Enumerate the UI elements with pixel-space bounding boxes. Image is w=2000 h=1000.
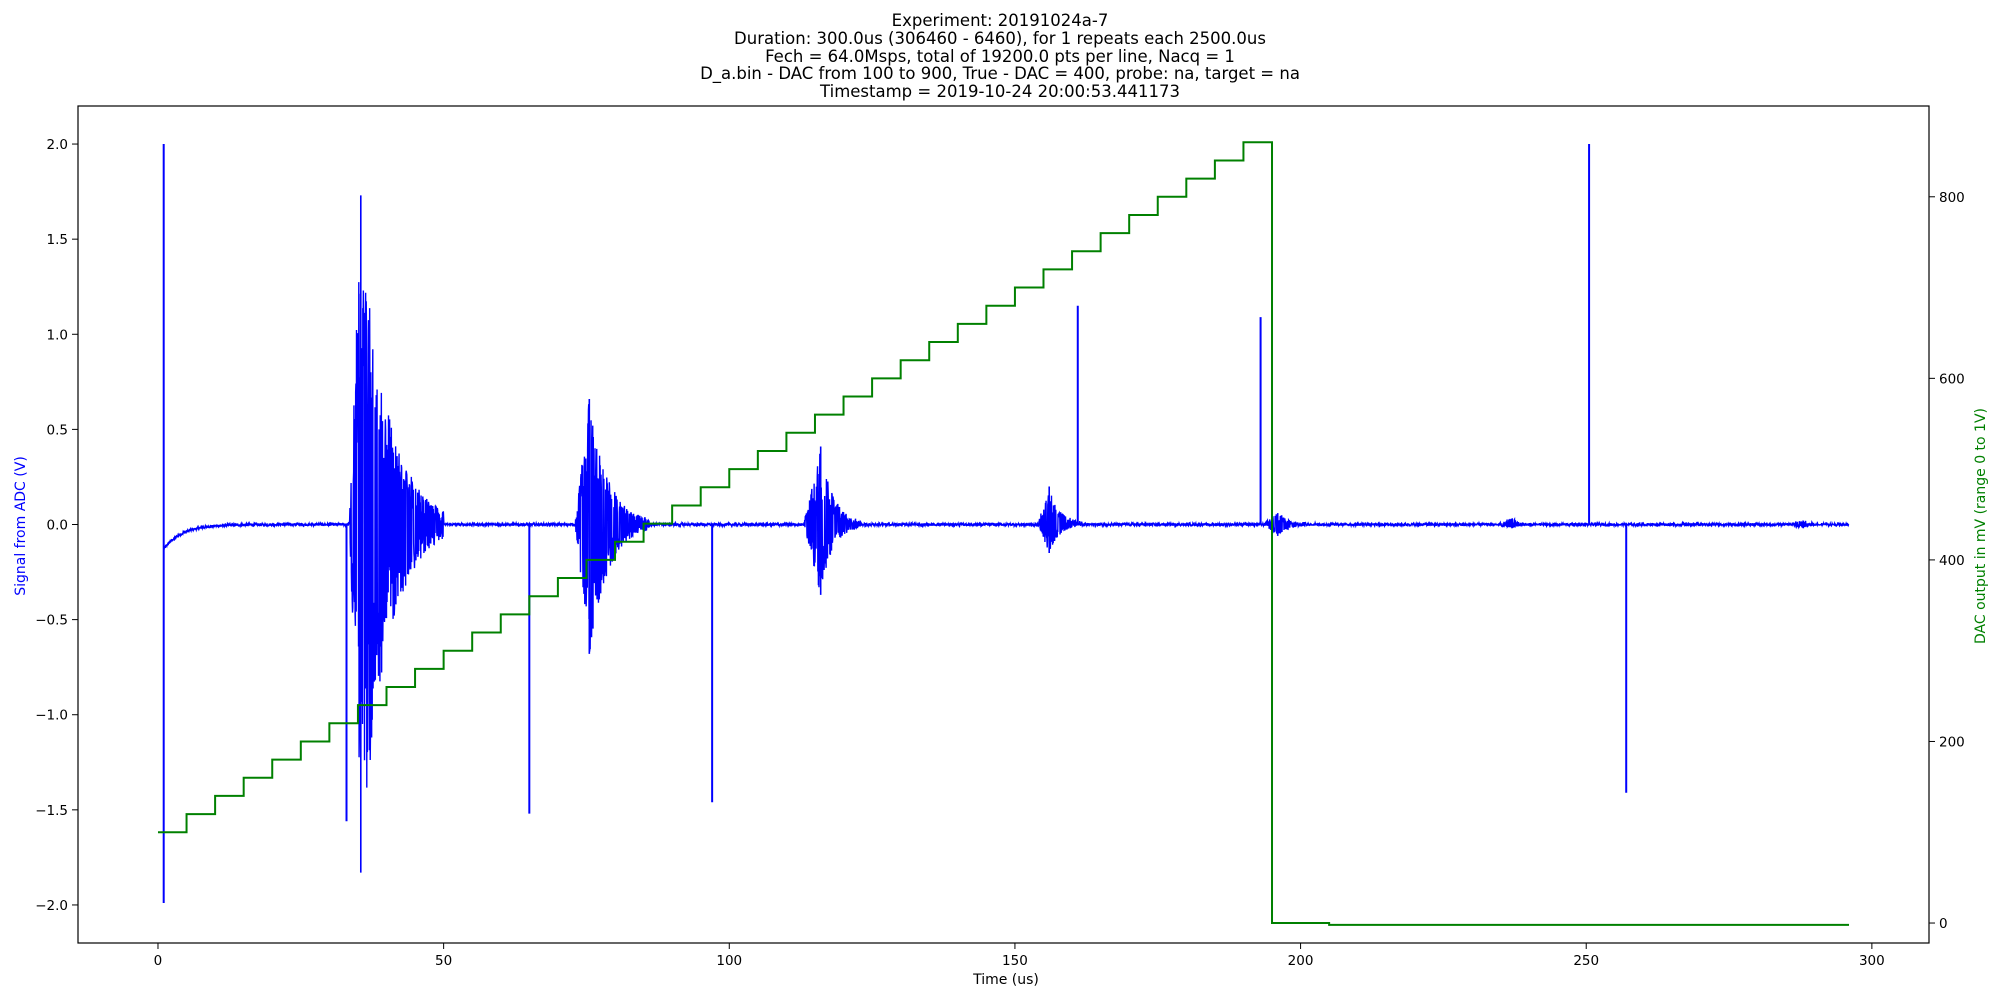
y-tick-label-left-8: 2.0	[47, 137, 68, 153]
title-line-3: Fech = 64.0Msps, total of 19200.0 pts pe…	[765, 47, 1235, 66]
chart-title: Experiment: 20191024a-7 Duration: 300.0u…	[700, 11, 1300, 101]
x-tick-label-3: 150	[1002, 953, 1028, 969]
y-tick-label-right-2: 400	[1939, 553, 1965, 569]
y-tick-label-left-2: −1.0	[35, 708, 68, 724]
y-tick-label-left-1: −1.5	[35, 803, 68, 819]
x-tick-label-5: 250	[1573, 953, 1599, 969]
plot-area	[157, 141, 1850, 926]
x-tick-label-4: 200	[1288, 953, 1314, 969]
axes: 0 50 100 150 200 250 300 −2.0 −1.5 −1.0 −0.5 0.0 0.5…	[35, 105, 1965, 969]
x-tick-label-1: 50	[435, 953, 452, 969]
adc-signal-line	[163, 282, 1850, 788]
y-tick-label-left-4: 0.0	[47, 518, 68, 534]
x-axis-label: Time (us)	[972, 972, 1039, 988]
title-line-4: D_a.bin - DAC from 100 to 900, True - DA…	[700, 64, 1300, 84]
x-tick-label-2: 100	[716, 953, 742, 969]
y-tick-label-left-7: 1.5	[47, 232, 68, 248]
y-tick-label-right-4: 800	[1939, 190, 1965, 206]
title-line-5: Timestamp = 2019-10-24 20:00:53.441173	[819, 82, 1180, 101]
y-tick-label-left-6: 1.0	[47, 327, 68, 343]
y-axis-label-left: Signal from ADC (V)	[13, 456, 29, 596]
x-tick-label-0: 0	[154, 953, 163, 969]
y-tick-label-right-0: 0	[1939, 916, 1948, 932]
plot-content	[157, 141, 1850, 926]
y-tick-label-right-1: 200	[1939, 734, 1965, 750]
y-axis-label-right: DAC output in mV (range 0 to 1V)	[1973, 408, 1989, 644]
dac-output-line	[157, 141, 1850, 926]
y-tick-label-left-3: −0.5	[35, 613, 68, 629]
title-line-2: Duration: 300.0us (306460 - 6460), for 1…	[734, 29, 1266, 48]
y-tick-label-left-0: −2.0	[35, 898, 68, 914]
title-line-1: Experiment: 20191024a-7	[892, 11, 1109, 30]
y-tick-label-left-5: 0.5	[47, 422, 68, 438]
x-tick-label-6: 300	[1859, 953, 1885, 969]
y-tick-label-right-3: 600	[1939, 371, 1965, 387]
